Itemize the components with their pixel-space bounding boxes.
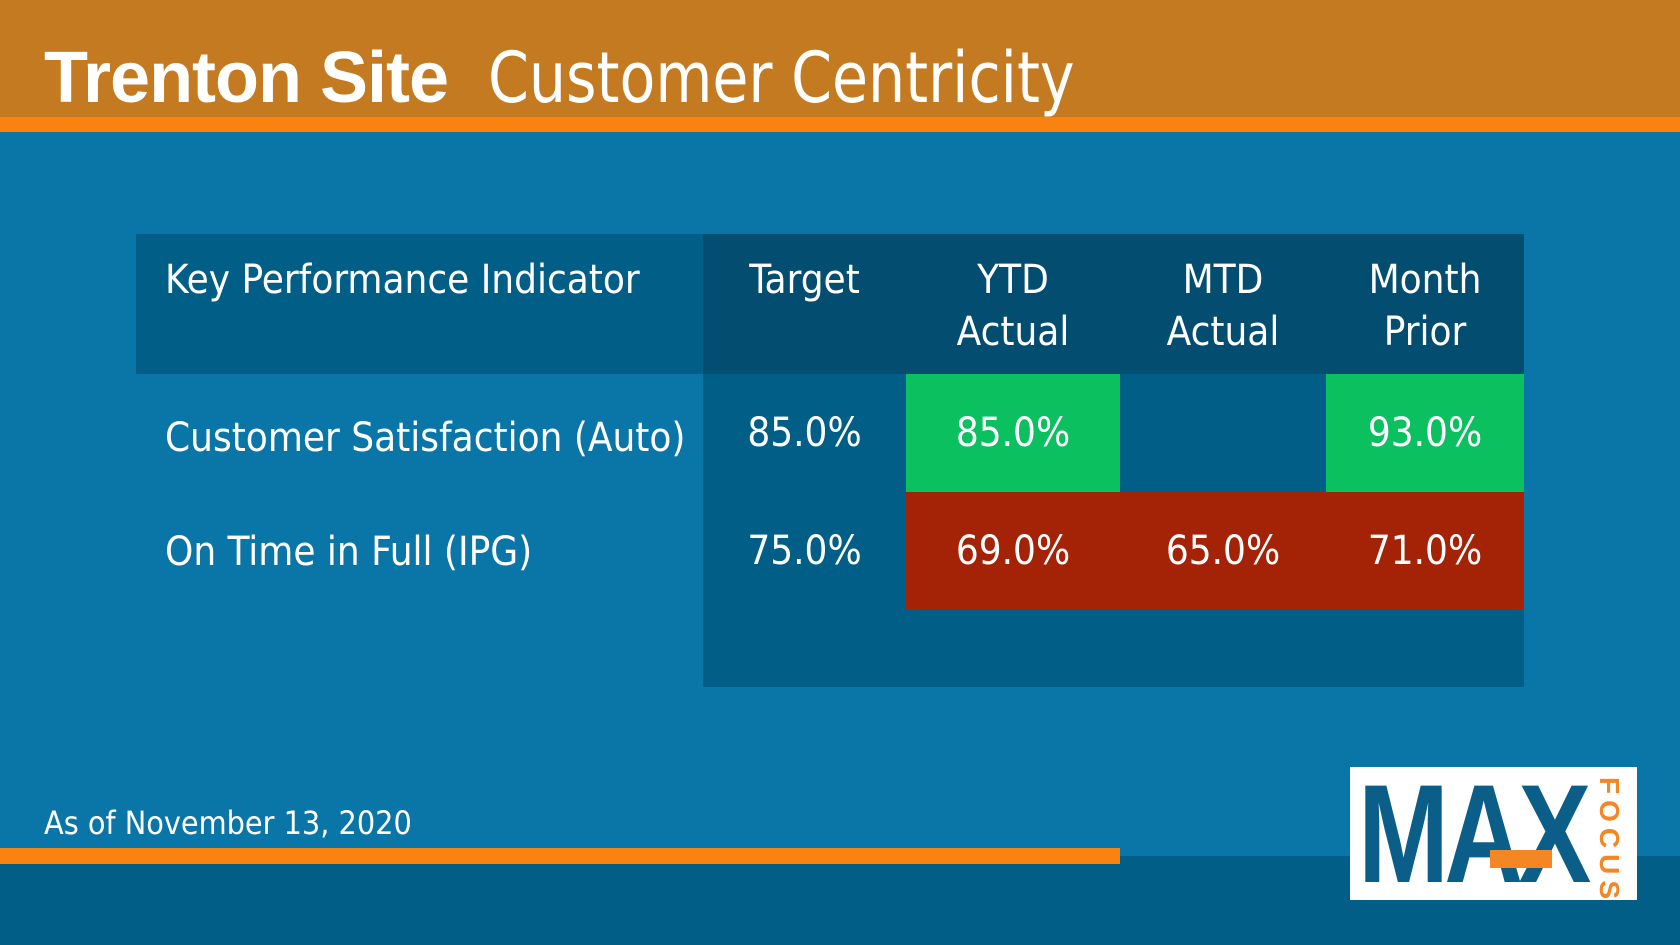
max-focus-logo: MAX FOCUS xyxy=(1350,767,1637,900)
column-header-ytd: YTD Actual xyxy=(906,254,1120,358)
page-title: Customer Centricity xyxy=(488,37,1075,119)
column-header-ytd-line1: YTD xyxy=(977,257,1049,303)
column-header-prior-line2: Prior xyxy=(1383,309,1467,355)
column-header-mtd-line2: Actual xyxy=(1166,309,1280,355)
cell-target-on-time-in-full: 75.0% xyxy=(747,527,862,574)
as-of-date: As of November 13, 2020 xyxy=(44,804,412,842)
cell-prior-on-time-in-full: 71.0% xyxy=(1326,492,1524,609)
cell-ytd-customer-satisfaction: 85.0% xyxy=(906,374,1120,492)
column-header-kpi: Key Performance Indicator xyxy=(165,257,640,303)
header-accent-line xyxy=(0,117,1680,132)
cell-mtd-on-time-in-full: 65.0% xyxy=(1120,492,1326,609)
cell-target-customer-satisfaction: 85.0% xyxy=(747,410,862,456)
values-header-band xyxy=(703,234,1524,374)
cell-ytd-on-time-in-full: 69.0% xyxy=(906,492,1120,609)
row-label-customer-satisfaction: Customer Satisfaction (Auto) xyxy=(165,415,686,461)
cell-mtd-customer-satisfaction xyxy=(1120,374,1326,492)
column-header-mtd: MTD Actual xyxy=(1120,254,1326,358)
column-header-prior-line1: Month xyxy=(1368,257,1482,303)
column-header-mtd-line1: MTD xyxy=(1182,257,1264,303)
cell-prior-customer-satisfaction: 93.0% xyxy=(1326,374,1524,492)
kpi-header-band xyxy=(136,234,704,374)
logo-max-text: MAX xyxy=(1358,767,1591,900)
logo-focus-text: FOCUS xyxy=(1594,777,1625,900)
column-header-month-prior: Month Prior xyxy=(1326,254,1524,358)
footer-accent-line xyxy=(0,848,1120,864)
column-header-ytd-line2: Actual xyxy=(956,309,1070,355)
site-title: Trenton Site xyxy=(44,38,449,118)
logo-dash-accent xyxy=(1490,850,1552,868)
column-header-target: Target xyxy=(749,257,860,303)
header-bar xyxy=(0,0,1680,117)
row-label-on-time-in-full: On Time in Full (IPG) xyxy=(165,529,533,575)
